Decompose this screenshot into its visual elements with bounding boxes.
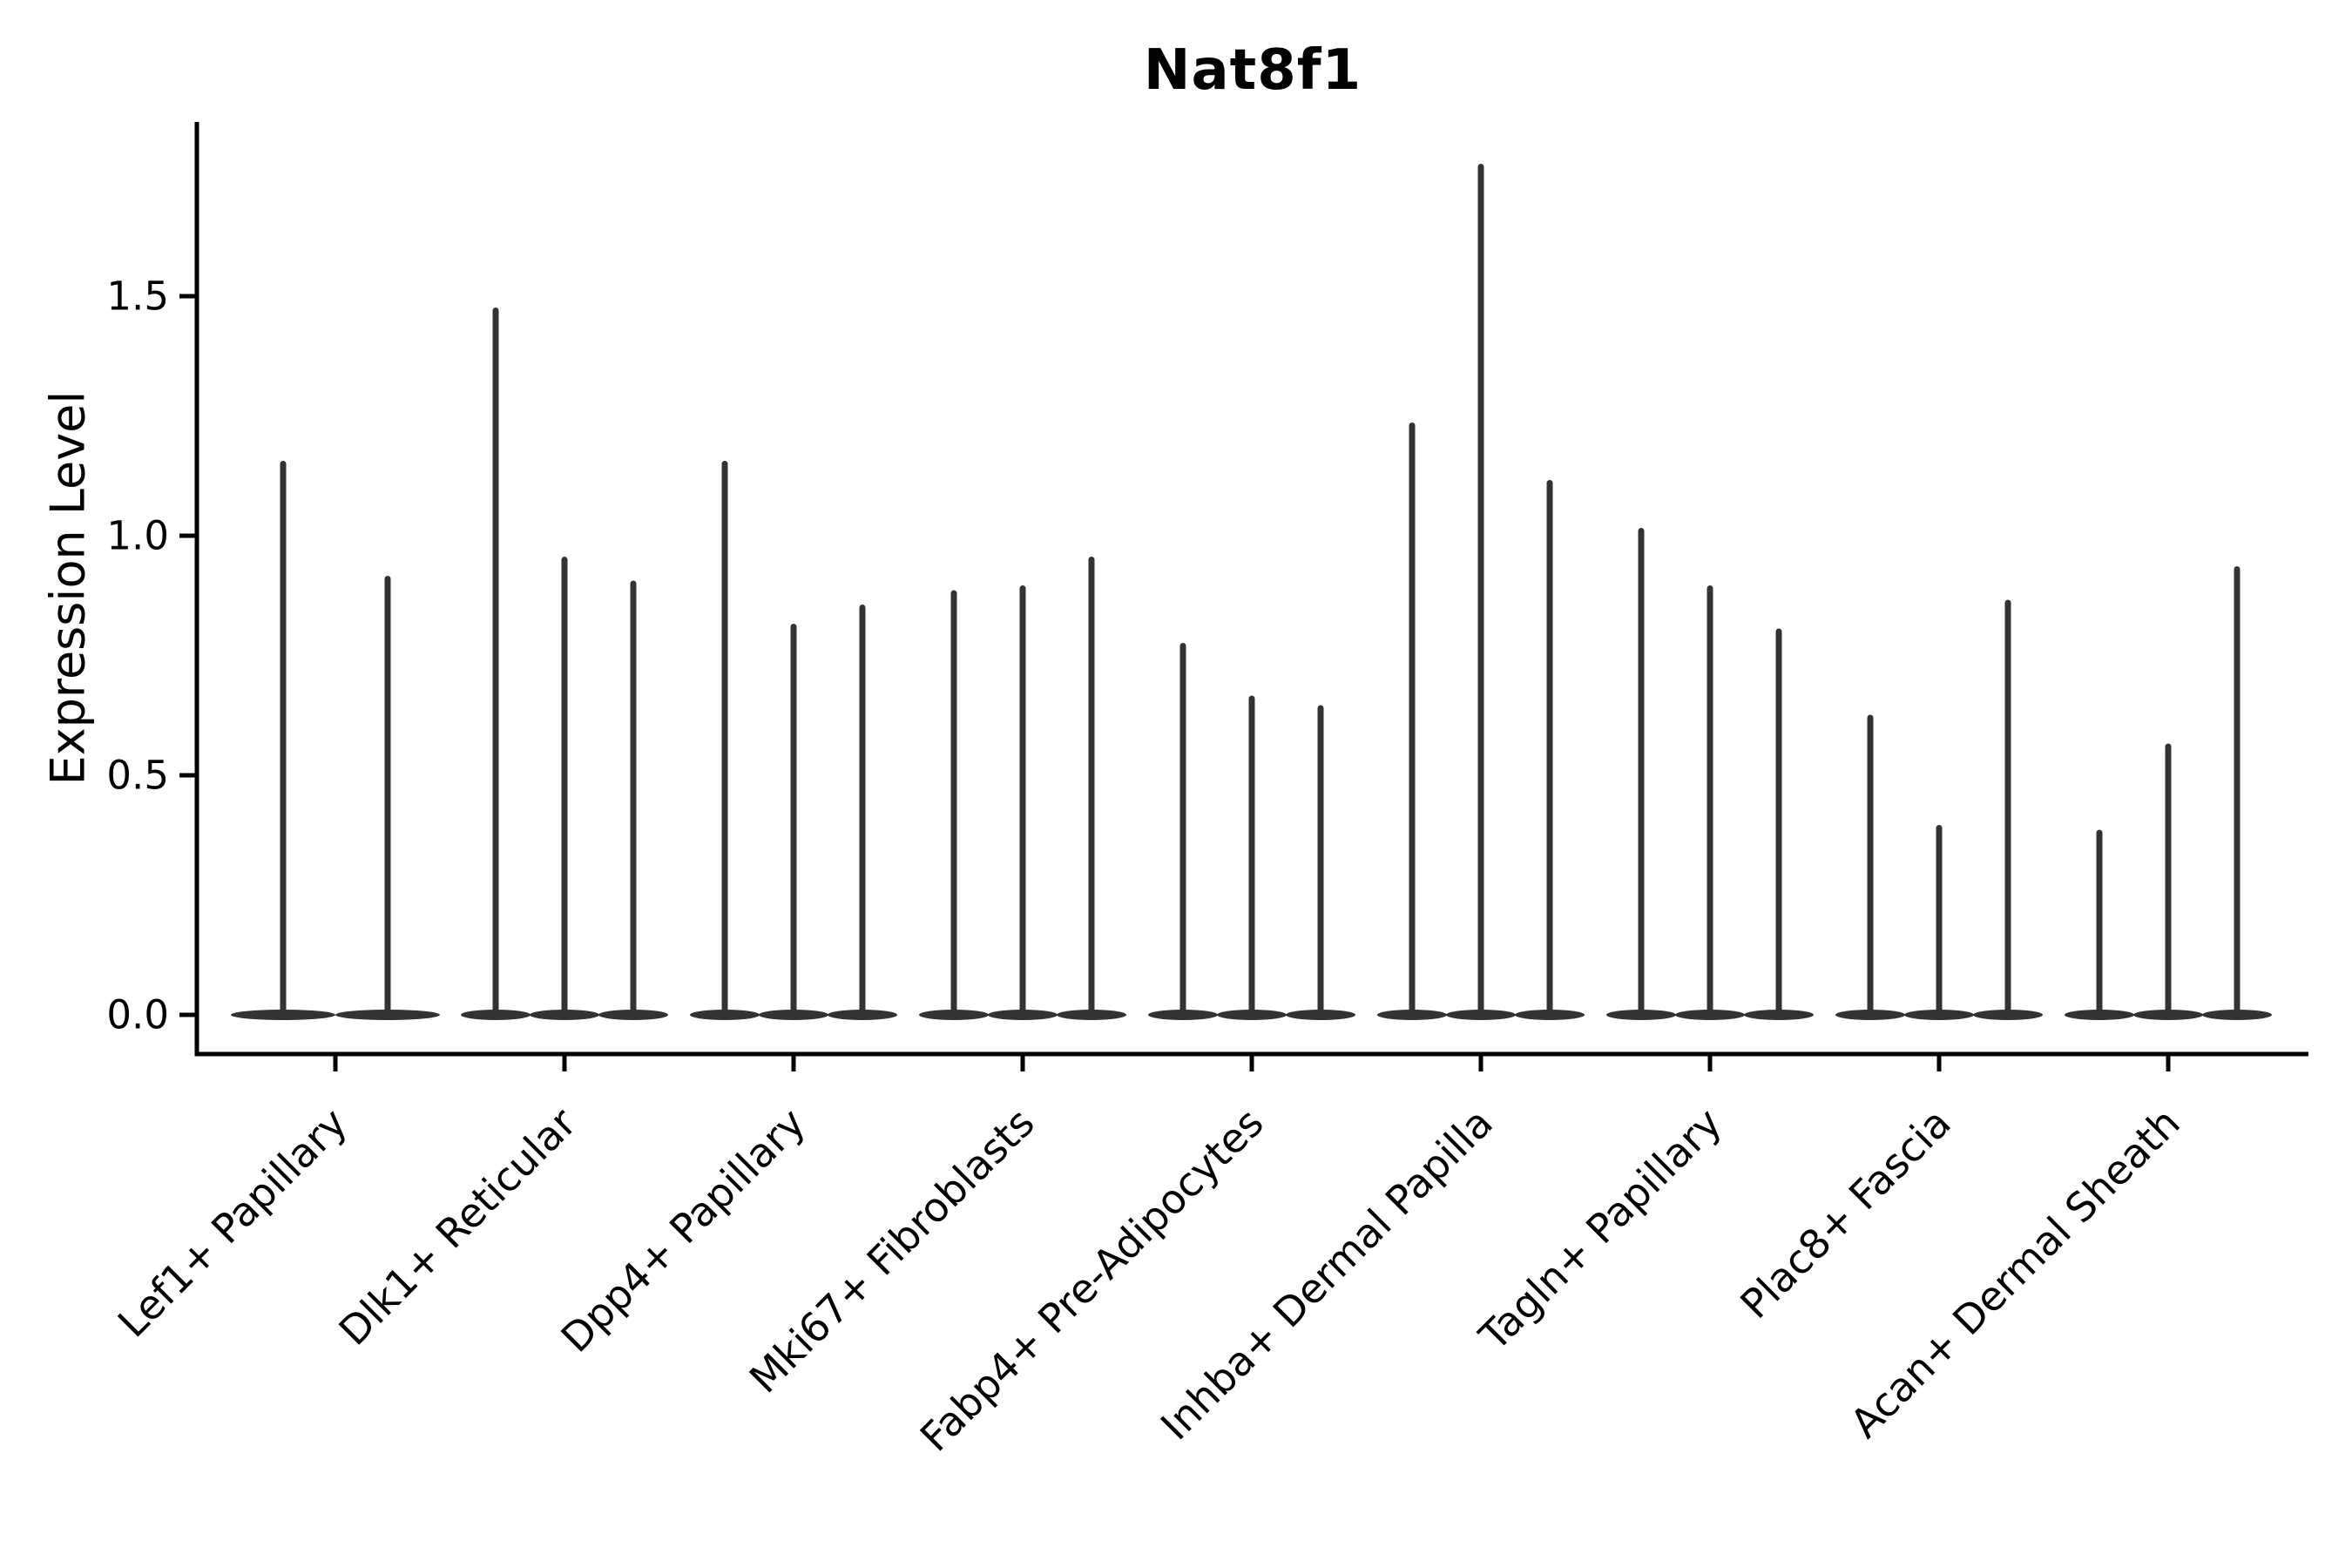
violin (1675, 585, 1745, 1020)
violin (1973, 599, 2043, 1020)
violin (1286, 705, 1355, 1020)
violin (1148, 643, 1218, 1020)
violin (988, 585, 1058, 1020)
violin (1377, 422, 1447, 1020)
violin (461, 308, 531, 1020)
violin (231, 461, 335, 1020)
x-tick-label: Lef1+ Papillary (109, 1099, 356, 1347)
violin (1835, 714, 1905, 1020)
violin (2202, 566, 2272, 1020)
violin (2065, 829, 2134, 1020)
y-tick-label: 1.0 (106, 513, 169, 559)
plot-title: Nat8f1 (1143, 38, 1362, 103)
violin (759, 624, 828, 1020)
violin (1446, 164, 1516, 1020)
violin (1217, 695, 1287, 1020)
x-tick-label: Tagln+ Papillary (1470, 1099, 1731, 1361)
violin (1606, 528, 1676, 1020)
y-tick-label: 1.5 (106, 274, 169, 320)
violin (335, 576, 440, 1020)
violin (1904, 825, 1974, 1020)
violin (919, 590, 989, 1020)
x-tick-label: Plac8+ Fascia (1731, 1099, 1959, 1328)
violin (2133, 743, 2203, 1020)
y-tick-label: 0.5 (106, 753, 169, 799)
violin (1057, 557, 1126, 1020)
violin (828, 605, 897, 1020)
violin (1515, 480, 1585, 1020)
violin (530, 557, 599, 1020)
x-tick-label: Dlk1+ Reticular (330, 1099, 585, 1355)
y-tick-label: 0.0 (106, 992, 169, 1038)
violin (1744, 628, 1814, 1020)
violin (690, 461, 760, 1020)
x-tick-label: Dpp4+ Papillary (552, 1099, 814, 1362)
violin (598, 580, 668, 1020)
